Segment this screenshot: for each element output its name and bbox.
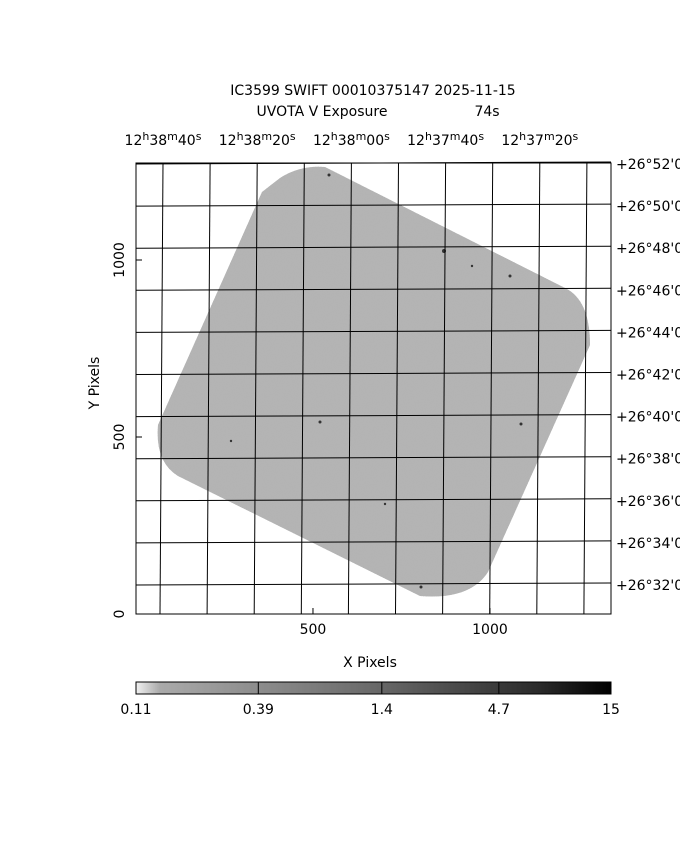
ra-part: s [478,130,484,143]
dec-tick-label: +26°42'0 [616,368,680,384]
ra-part: m [261,130,272,143]
ra-part: m [544,130,555,143]
wcs-grid [135,161,612,615]
ra-part: 37 [526,133,544,149]
ra-part: 38 [244,133,262,149]
ra-grid-line [300,162,305,615]
colorbar [135,681,612,695]
ra-grid-line [347,162,352,615]
ra-tick-label: 12h37m20s [501,130,578,149]
dec-tick-label: +26°40'0 [616,410,680,426]
ra-part: 38 [338,133,356,149]
ra-part: 37 [432,133,450,149]
y-tick-label: 500 [112,424,128,451]
ra-part: 40 [460,133,478,149]
dec-tick-label: +26°38'0 [616,452,680,468]
dec-tick-label: +26°50'0 [616,199,680,215]
dec-grid-line [135,498,612,502]
y-tick-label: 1000 [112,242,128,278]
ra-part: 12 [125,133,143,149]
ra-part: h [519,130,526,143]
plot-frame [135,162,612,615]
ra-part: m [167,130,178,143]
x-tick-label: 500 [300,622,327,638]
dec-grid-line [135,414,612,418]
colorbar-tick-label: 0.11 [120,702,151,718]
ra-grid-line [489,162,494,615]
ra-tick-label: 12h37m40s [407,130,484,149]
dec-tick-label: +26°44'0 [616,325,680,341]
ra-part: 12 [219,133,237,149]
dec-grid-line [135,582,612,586]
ra-part: h [142,130,149,143]
ra-grid-line [583,162,588,615]
ra-tick-label: 12h38m00s [313,130,390,149]
ra-grid-line [536,162,541,615]
ra-part: s [290,130,296,143]
dec-tick-label: +26°48'0 [616,241,680,257]
dec-tick-label: +26°46'0 [616,283,680,299]
x-axis-label: X Pixels [343,655,397,671]
ra-part: m [450,130,461,143]
ra-part: m [356,130,367,143]
ra-grid-line [253,162,258,615]
ra-grid-line [395,162,399,615]
ra-part: h [237,130,244,143]
dec-grid-line [135,329,612,333]
ra-part: 12 [407,133,425,149]
dec-grid-line [135,372,612,375]
ra-part: 38 [149,133,167,149]
ra-part: 40 [178,133,196,149]
ra-part: 20 [555,133,573,149]
dec-grid-line [135,456,612,460]
ra-part: 00 [366,133,384,149]
ra-tick-label: 12h38m20s [219,130,296,149]
ra-part: 12 [313,133,331,149]
dec-grid-line [135,203,612,207]
dec-grid-line [135,287,612,291]
ra-grid-line [206,162,211,615]
ra-part: h [331,130,338,143]
dec-tick-label: +26°32'0 [616,578,680,594]
title: IC3599 SWIFT 00010375147 2025-11-15 [230,83,515,99]
dec-tick-label: +26°34'0 [616,536,680,552]
ra-grid-line [159,162,164,615]
ra-tick-label: 12h38m40s [125,130,202,149]
ra-grid-line [442,162,447,615]
colorbar-tick-label: 0.39 [243,702,274,718]
ra-part: 20 [272,133,290,149]
dec-grid-line [135,245,612,249]
x-tick-label: 1000 [472,622,508,638]
colorbar-tick-label: 4.7 [488,702,510,718]
subtitle: UVOTA V Exposure [257,104,388,120]
dec-tick-label: +26°52'0 [616,157,680,173]
y-tick-label: 0 [112,610,128,619]
colorbar-tick-label: 15 [602,702,620,718]
dec-tick-label: +26°36'0 [616,494,680,510]
y-axis-label: Y Pixels [87,357,103,411]
dec-grid-line [135,540,612,544]
ra-part: s [573,130,579,143]
ra-part: 12 [501,133,519,149]
ra-part: s [196,130,202,143]
colorbar-tick-label: 1.4 [371,702,393,718]
ra-part: h [425,130,432,143]
ra-part: s [384,130,390,143]
exposure: 74s [474,104,499,120]
